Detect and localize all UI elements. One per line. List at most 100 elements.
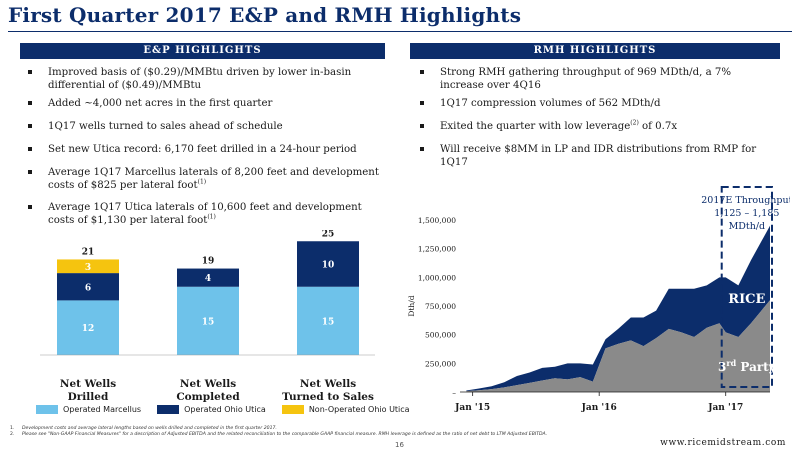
- slide-title: First Quarter 2017 E&P and RMH Highlight…: [8, 3, 522, 27]
- bullet-square-icon: [28, 124, 32, 128]
- bar-value-label: 12: [82, 324, 95, 334]
- ep-bullet-text: Average 1Q17 Utica laterals of 10,600 fe…: [48, 202, 362, 226]
- rmh-highlights-header: RMH HIGHLIGHTS: [410, 43, 780, 59]
- series-label-part: rd: [726, 358, 736, 368]
- ep-bullet-text: Average 1Q17 Marcellus laterals of 8,200…: [48, 167, 379, 191]
- series-label-part: Party: [736, 360, 777, 374]
- rmh-bullet-list: Strong RMH gathering throughput of 969 M…: [414, 66, 774, 169]
- ep-bullet: 1Q17 wells turned to sales ahead of sche…: [22, 120, 390, 133]
- bar-value-label: 6: [85, 283, 91, 293]
- bar-segment-ohio-utica: [57, 273, 119, 301]
- ep-bullet-text: Improved basis of ($0.29)/MMBtu driven b…: [48, 67, 352, 91]
- bar-category-label: Net Wells: [60, 378, 116, 390]
- bar-chart-legend: Operated Marcellus Operated Ohio Utica N…: [36, 405, 426, 414]
- bullet-square-icon: [28, 170, 32, 174]
- website-link[interactable]: www.ricemidstream.com: [660, 438, 786, 448]
- bar-category-label: Completed: [176, 391, 240, 402]
- ep-bullet: Average 1Q17 Marcellus laterals of 8,200…: [22, 166, 390, 192]
- footnotes: 1. Development costs and average lateral …: [10, 426, 547, 438]
- series-label-part: 3: [718, 360, 726, 374]
- y-tick-label: 1,000,000: [418, 273, 456, 282]
- ep-bullet-text: Set new Utica record: 6,170 feet drilled…: [48, 144, 357, 155]
- rmh-bullet-text: Will receive $8MM in LP and IDR distribu…: [440, 144, 757, 168]
- bar-segment-ohio-utica: [297, 241, 359, 287]
- y-tick-label: 500,000: [425, 331, 456, 340]
- x-tick-label: Jan '17: [707, 403, 743, 413]
- legend-label: Non-Operated Ohio Utica: [308, 405, 410, 414]
- bar-category-label: Net Wells: [180, 378, 236, 390]
- rmh-bullet: Exited the quarter with low leverage(2) …: [414, 120, 774, 133]
- throughput-annotation-text: MDth/d: [729, 221, 766, 232]
- bullet-square-icon: [28, 101, 32, 105]
- bullet-square-icon: [28, 147, 32, 151]
- legend-item: Non-Operated Ohio Utica: [281, 405, 410, 414]
- throughput-annotation-text: 2017E Throughput: [701, 195, 790, 206]
- legend-item: Operated Marcellus: [36, 405, 141, 414]
- bar-segment-marcellus: [177, 286, 239, 355]
- page-number: 16: [395, 441, 404, 449]
- bar-segment-marcellus: [297, 286, 359, 355]
- ep-bullet-text: 1Q17 wells turned to sales ahead of sche…: [48, 121, 283, 132]
- legend-swatch-marcellus: [36, 405, 58, 414]
- bullet-square-icon: [28, 205, 32, 209]
- rmh-throughput-area-chart: – 250,000 500,000 750,000 1,000,000 1,250,000…: [400, 175, 793, 429]
- area-series-third-party: [466, 300, 770, 392]
- legend-swatch-non-operated: [281, 405, 304, 414]
- ep-bullet: Average 1Q17 Utica laterals of 10,600 fe…: [22, 201, 390, 227]
- throughput-annotation-text: 1,125 – 1,185: [714, 208, 779, 219]
- legend-label: Operated Marcellus: [63, 405, 142, 414]
- footnote-ref: (1): [207, 213, 216, 221]
- footnote-text: Please see "Non-GAAP Financial Measures"…: [22, 432, 548, 437]
- bullet-square-icon: [420, 124, 424, 128]
- bar-value-label: 3: [85, 263, 91, 273]
- series-label-rice: RICE: [728, 292, 765, 307]
- rmh-bullet-text: 1Q17 compression volumes of 562 MDth/d: [440, 98, 661, 109]
- rmh-bullet-text: Exited the quarter with low leverage: [440, 121, 631, 132]
- ep-bullet-list: Improved basis of ($0.29)/MMBtu driven b…: [22, 66, 390, 227]
- ep-highlights-header: E&P HIGHLIGHTS: [20, 43, 385, 59]
- net-wells-bar-chart: 12 6 3 21 Net Wells Drilled 15 4 19 Net Wells Comp…: [20, 229, 380, 406]
- title-rule: [8, 31, 792, 32]
- footnote-ref: (1): [197, 178, 207, 186]
- bar-total-label: 25: [322, 230, 335, 239]
- bar-value-label: 10: [322, 261, 335, 271]
- bar-category-label: Net Wells: [300, 378, 356, 390]
- footnote: 1. Development costs and average lateral …: [10, 426, 547, 432]
- footnote-number: 2.: [10, 432, 15, 437]
- bullet-square-icon: [420, 101, 424, 105]
- bar-total-label: 21: [82, 247, 95, 257]
- rmh-bullet: 1Q17 compression volumes of 562 MDth/d: [414, 97, 774, 110]
- legend-item: Operated Ohio Utica: [157, 405, 266, 414]
- bar-value-label: 15: [322, 317, 335, 327]
- rmh-throughput-area-chart-svg: – 250,000 500,000 750,000 1,000,000 1,250,000…: [407, 186, 793, 413]
- y-axis-label: Dth/d: [407, 295, 416, 316]
- bar-category-label: Drilled: [68, 391, 109, 402]
- bar-category-label: Turned to Sales: [282, 391, 374, 402]
- bar-segment-non-operated: [57, 259, 119, 274]
- bar-segment-ohio-utica: [177, 268, 239, 287]
- y-tick-label: 250,000: [425, 359, 456, 368]
- ep-bullet: Improved basis of ($0.29)/MMBtu driven b…: [22, 66, 390, 92]
- bar-value-label: 15: [202, 317, 215, 327]
- bar-segment-marcellus: [57, 300, 119, 355]
- rmh-bullet-text: Strong RMH gathering throughput of 969 M…: [440, 67, 732, 91]
- bar-value-label: 4: [205, 274, 211, 284]
- ep-bullet-text: Added ~4,000 net acres in the first quar…: [48, 98, 273, 109]
- footnote-ref: (2): [630, 119, 639, 127]
- bullet-square-icon: [28, 70, 32, 74]
- ep-bullet: Set new Utica record: 6,170 feet drilled…: [22, 143, 390, 156]
- footnote-number: 1.: [10, 426, 15, 431]
- bullet-square-icon: [420, 70, 424, 74]
- ep-bullet: Added ~4,000 net acres in the first quar…: [22, 97, 390, 110]
- rmh-bullet: Strong RMH gathering throughput of 969 M…: [414, 66, 774, 92]
- area-series-rice: [466, 225, 770, 392]
- y-tick-label: 750,000: [425, 302, 456, 311]
- x-tick-label: Jan '15: [454, 403, 490, 413]
- rmh-bullet-text-tail: of 0.7x: [638, 121, 678, 132]
- y-tick-label: 1,250,000: [418, 245, 456, 254]
- series-label-third-party: 3rd Party: [718, 358, 777, 374]
- footnote: 2. Please see "Non-GAAP Financial Measure…: [10, 432, 547, 438]
- x-tick-label: Jan '16: [581, 403, 617, 413]
- y-tick-label: –: [452, 388, 456, 397]
